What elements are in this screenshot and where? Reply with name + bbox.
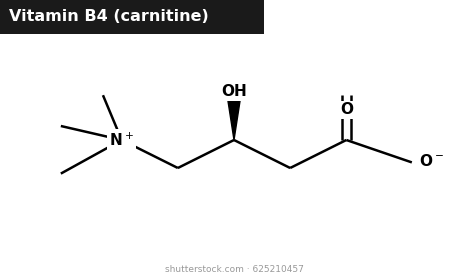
Text: O: O [340, 102, 353, 117]
Text: Vitamin B4 (carnitine): Vitamin B4 (carnitine) [9, 9, 209, 24]
Text: O$^-$: O$^-$ [419, 153, 444, 169]
Text: shutterstock.com · 625210457: shutterstock.com · 625210457 [165, 265, 303, 274]
Text: N$^+$: N$^+$ [110, 131, 134, 149]
Polygon shape [226, 85, 242, 140]
Text: OH: OH [221, 84, 247, 99]
FancyBboxPatch shape [0, 0, 264, 34]
